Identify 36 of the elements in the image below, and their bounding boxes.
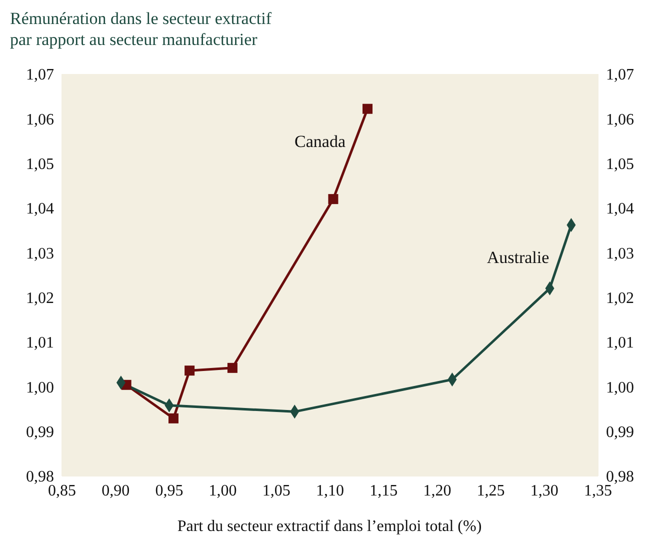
series-label: Canada <box>294 132 346 151</box>
x-tick-label: 1,20 <box>423 482 452 500</box>
y-tick-label: 1,04 <box>26 200 54 218</box>
y-tick-label: 0,99 <box>26 424 54 442</box>
x-tick-label: 1,00 <box>208 482 237 500</box>
y2-tick-label: 1,01 <box>606 334 634 352</box>
y2-tick-label: 1,05 <box>606 156 634 174</box>
y2-tick-label: 1,02 <box>606 290 634 308</box>
x-tick-label: 1,15 <box>370 482 398 500</box>
y-tick-label: 1,03 <box>26 245 54 262</box>
y-tick-label: 1,02 <box>26 290 54 308</box>
chart-title: Rémunération dans le secteur extractif par rapport au secteur manufacturier <box>10 8 272 50</box>
y2-tick-label: 1,07 <box>606 66 634 84</box>
y2-tick-label: 1,03 <box>606 245 634 262</box>
y-tick-label: 1,05 <box>26 156 54 174</box>
y2-tick-label: 1,06 <box>606 111 634 128</box>
y-tick-label: 1,00 <box>26 379 54 396</box>
point <box>227 362 238 373</box>
point <box>184 366 195 376</box>
y-tick-label: 1,01 <box>26 334 54 352</box>
x-axis-title: Part du secteur extractif dans l’emploi total (%) <box>176 518 483 536</box>
y2-tick-label: 1,04 <box>606 200 634 218</box>
x-tick-label: 1,25 <box>476 482 505 500</box>
point <box>328 194 338 204</box>
x-tick-label: 1,30 <box>530 482 558 500</box>
x-tick-label: 1,05 <box>262 482 290 500</box>
point <box>168 413 178 424</box>
series-label: Australie <box>486 248 550 267</box>
x-tick-label: 1,10 <box>316 482 344 500</box>
y2-tick-label: 0,99 <box>606 424 634 442</box>
point <box>362 104 373 114</box>
y-tick-label: 1,06 <box>26 111 54 128</box>
x-tick-label: 0,95 <box>155 482 184 500</box>
y-tick-label: 1,07 <box>26 66 54 84</box>
y2-tick-label: 1,00 <box>606 379 634 396</box>
x-tick-label: 0,90 <box>102 482 130 500</box>
